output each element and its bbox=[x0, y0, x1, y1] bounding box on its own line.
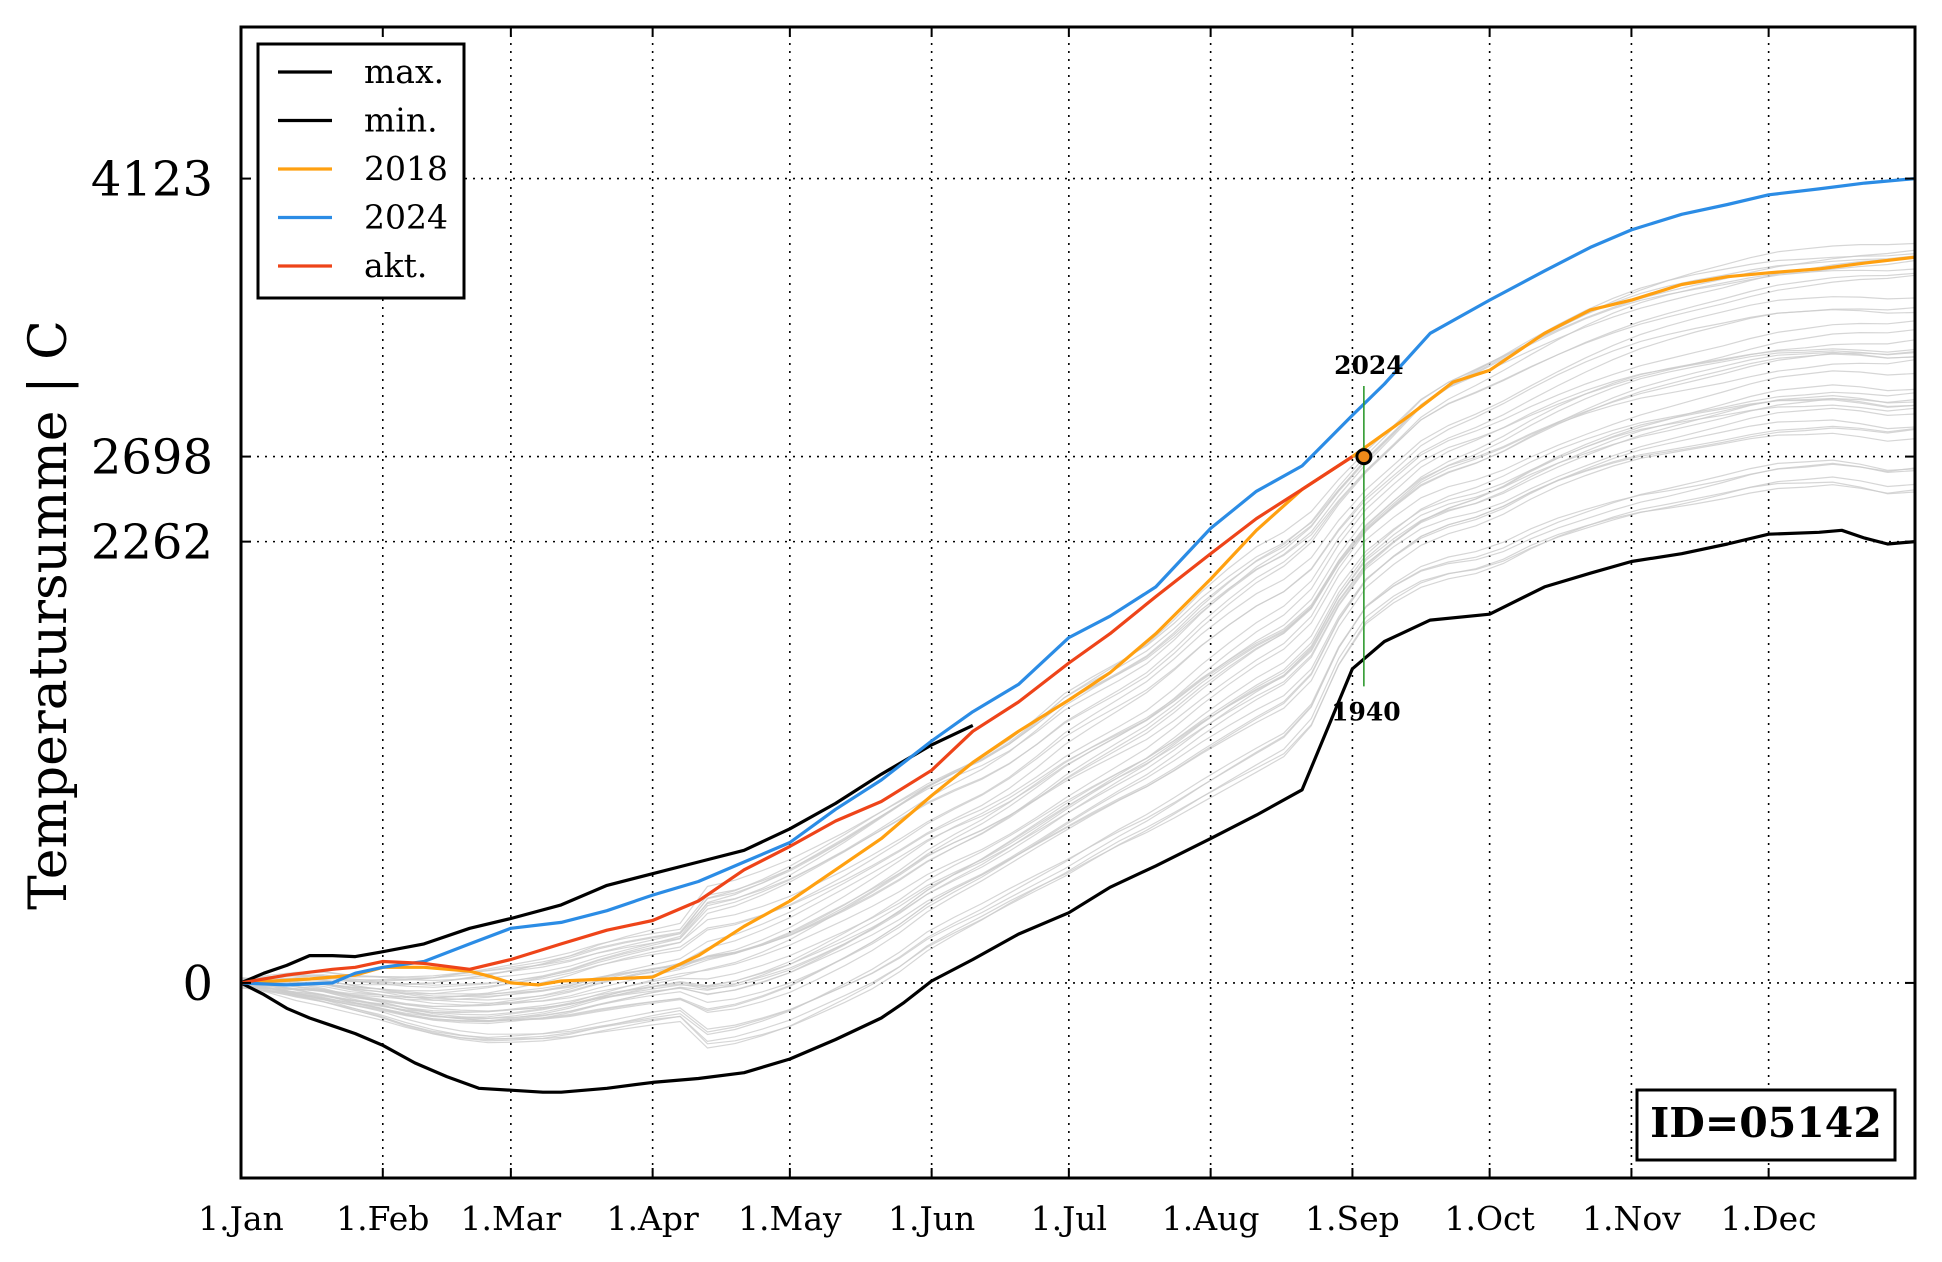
current-marker bbox=[1355, 448, 1373, 466]
y-tick-label: 0 bbox=[182, 956, 213, 1012]
series-line-2018 bbox=[240, 255, 1916, 987]
legend-frame bbox=[256, 42, 466, 300]
background-year-line bbox=[240, 242, 1916, 985]
x-tick-label: 1.Mar bbox=[460, 1199, 561, 1238]
background-year-line bbox=[240, 320, 1916, 998]
background-year-line bbox=[240, 307, 1916, 992]
x-tick-label: 1.Dec bbox=[1721, 1199, 1817, 1238]
range-top-label: 2024 bbox=[1334, 351, 1404, 380]
background-year-line bbox=[240, 432, 1916, 1023]
y-tick-label: 2262 bbox=[91, 515, 213, 571]
background-year-line bbox=[240, 329, 1916, 1001]
x-tick-label: 1.Jan bbox=[198, 1199, 284, 1238]
background-year-line bbox=[240, 351, 1916, 1007]
background-year-line bbox=[240, 253, 1916, 988]
background-year-line bbox=[240, 350, 1916, 1001]
background-year-line bbox=[240, 268, 1916, 987]
x-tick-label: 1.Feb bbox=[336, 1199, 429, 1238]
x-tick-label: 1.Oct bbox=[1444, 1199, 1534, 1238]
background-year-line bbox=[240, 348, 1916, 999]
x-tick-label: 1.Sep bbox=[1305, 1199, 1400, 1238]
id-box-frame bbox=[1635, 1088, 1897, 1162]
background-year-line bbox=[240, 370, 1916, 1016]
background-year-line bbox=[240, 384, 1916, 1020]
x-tick-label: 1.May bbox=[738, 1199, 842, 1238]
background-year-line bbox=[240, 353, 1916, 1007]
background-year-line bbox=[240, 391, 1916, 1012]
background-year-line bbox=[240, 359, 1916, 1004]
series-line-min bbox=[240, 528, 1916, 1094]
legend-label: akt. bbox=[364, 246, 427, 285]
background-year-line bbox=[240, 339, 1916, 995]
x-tick-label: 1.Jun bbox=[888, 1199, 975, 1238]
background-year-line bbox=[240, 255, 1916, 982]
id-label: ID=05142 bbox=[1650, 1099, 1882, 1147]
x-axis-ticks: 1.Jan 1.Feb 1.Mar 1.Apr 1.May 1.Jun 1.Jul 1.Aug… bbox=[198, 27, 1817, 1238]
range-bottom-label: 1940 bbox=[1331, 697, 1401, 726]
background-year-line bbox=[240, 296, 1916, 995]
x-tick-label: 1.Aug bbox=[1162, 1199, 1260, 1238]
legend-label: 2024 bbox=[364, 198, 448, 237]
background-year-line bbox=[240, 404, 1916, 1013]
background-year-line bbox=[240, 419, 1916, 1023]
plot-frame bbox=[239, 25, 1917, 1180]
background-year-lines bbox=[240, 242, 1916, 1049]
legend-label: 2018 bbox=[364, 149, 448, 188]
background-year-line bbox=[240, 407, 1916, 1025]
legend-label: max. bbox=[364, 52, 444, 91]
background-year-line bbox=[240, 481, 1916, 1045]
series-line-akt bbox=[240, 455, 1354, 985]
background-year-line bbox=[240, 394, 1916, 1022]
background-year-line bbox=[240, 399, 1916, 1014]
background-year-line bbox=[240, 274, 1916, 986]
background-year-line bbox=[240, 476, 1916, 1044]
y-axis-label: Temperatursumme | C bbox=[19, 320, 79, 910]
legend-label: min. bbox=[364, 101, 438, 140]
y-tick-label: 4123 bbox=[91, 152, 213, 208]
background-year-line bbox=[240, 351, 1916, 1008]
x-tick-label: 1.Jul bbox=[1031, 1199, 1108, 1238]
background-year-line bbox=[240, 463, 1916, 1036]
legend: max. min. 2018 2024 akt. bbox=[256, 42, 466, 300]
background-year-line bbox=[240, 397, 1916, 1019]
series-line-max bbox=[240, 723, 974, 985]
series-lines bbox=[240, 177, 1916, 1094]
background-year-line bbox=[240, 462, 1916, 1042]
background-year-line bbox=[240, 425, 1916, 1022]
x-tick-label: 1.Nov bbox=[1582, 1199, 1681, 1238]
range-line: 2024 1940 bbox=[1331, 351, 1404, 726]
id-box: ID=05142 bbox=[1635, 1088, 1897, 1162]
y-tick-label: 2698 bbox=[91, 430, 213, 486]
background-year-line bbox=[240, 309, 1916, 999]
y-axis-ticks: 0 2262 2698 4123 bbox=[91, 152, 1915, 1012]
background-year-line bbox=[240, 255, 1916, 987]
series-line-2024 bbox=[240, 177, 1916, 987]
background-year-line bbox=[240, 459, 1916, 1039]
x-tick-label: 1.Apr bbox=[607, 1199, 699, 1238]
